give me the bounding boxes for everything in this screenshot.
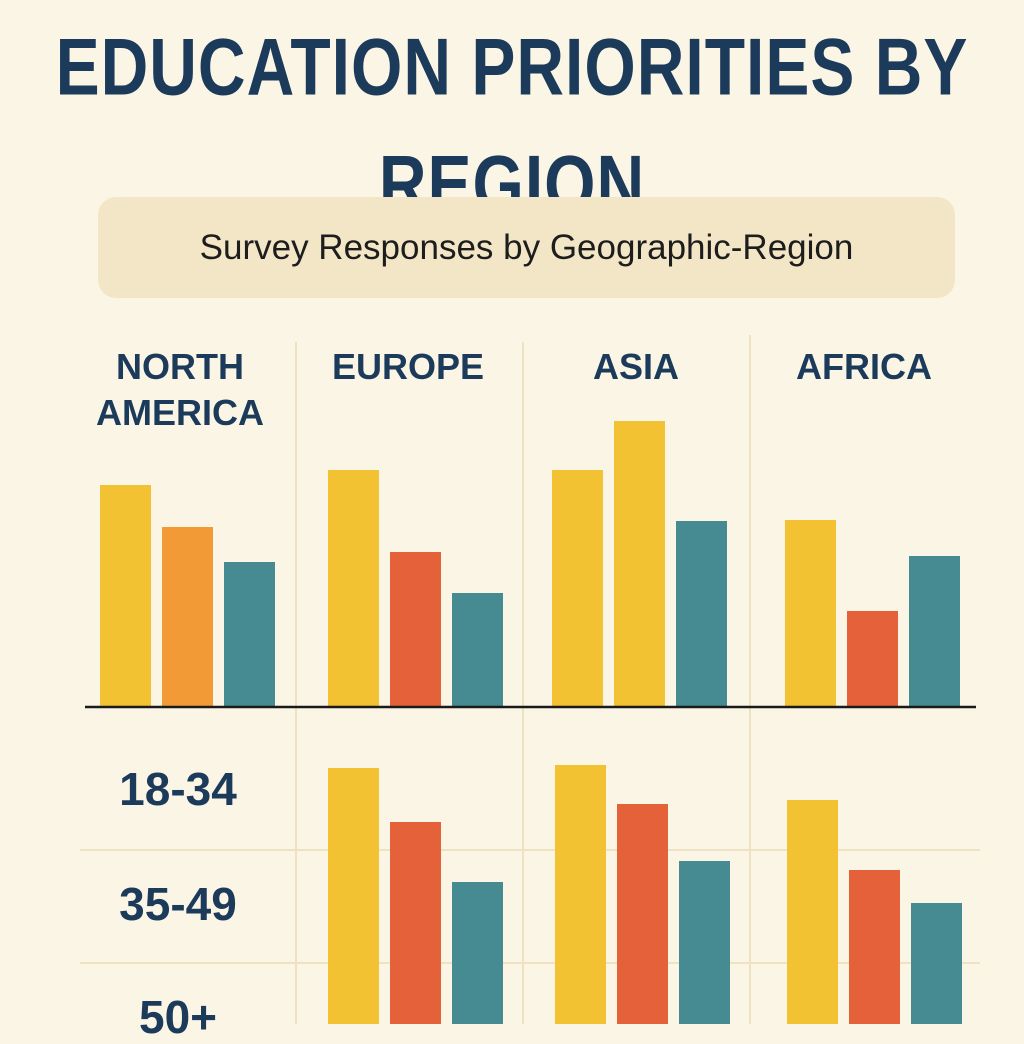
bar	[328, 470, 379, 707]
bar	[676, 521, 727, 707]
region-label: NORTH AMERICA	[96, 346, 264, 433]
bar	[552, 470, 603, 707]
row-label: 35-49	[119, 878, 237, 930]
region-label: ASIA	[592, 346, 679, 387]
bar	[787, 800, 838, 1024]
bar	[162, 527, 213, 707]
region-label: EUROPE	[331, 346, 485, 387]
bar	[555, 765, 606, 1024]
bar	[679, 861, 730, 1024]
region-label: AFRICA	[796, 346, 932, 387]
bar	[849, 870, 900, 1024]
bar	[911, 903, 962, 1024]
bar	[328, 768, 379, 1024]
bar	[785, 520, 836, 707]
bar	[452, 593, 503, 707]
subtitle-box: Survey Responses by Geographic-Region	[98, 197, 955, 298]
row-label: 18-34	[119, 763, 237, 815]
bar	[100, 485, 151, 707]
bar	[617, 804, 668, 1024]
bar	[390, 552, 441, 707]
title: EDUCATION PRIORITIES BY REGION	[55, 21, 969, 229]
bar	[614, 421, 665, 707]
bar	[847, 611, 898, 707]
bar	[390, 822, 441, 1024]
bar	[224, 562, 275, 707]
bar	[452, 882, 503, 1024]
bar	[909, 556, 960, 707]
dividers	[80, 335, 980, 1024]
subtitle: Survey Responses by Geographic-Region	[199, 227, 854, 267]
row-label: 50+	[138, 991, 218, 1043]
